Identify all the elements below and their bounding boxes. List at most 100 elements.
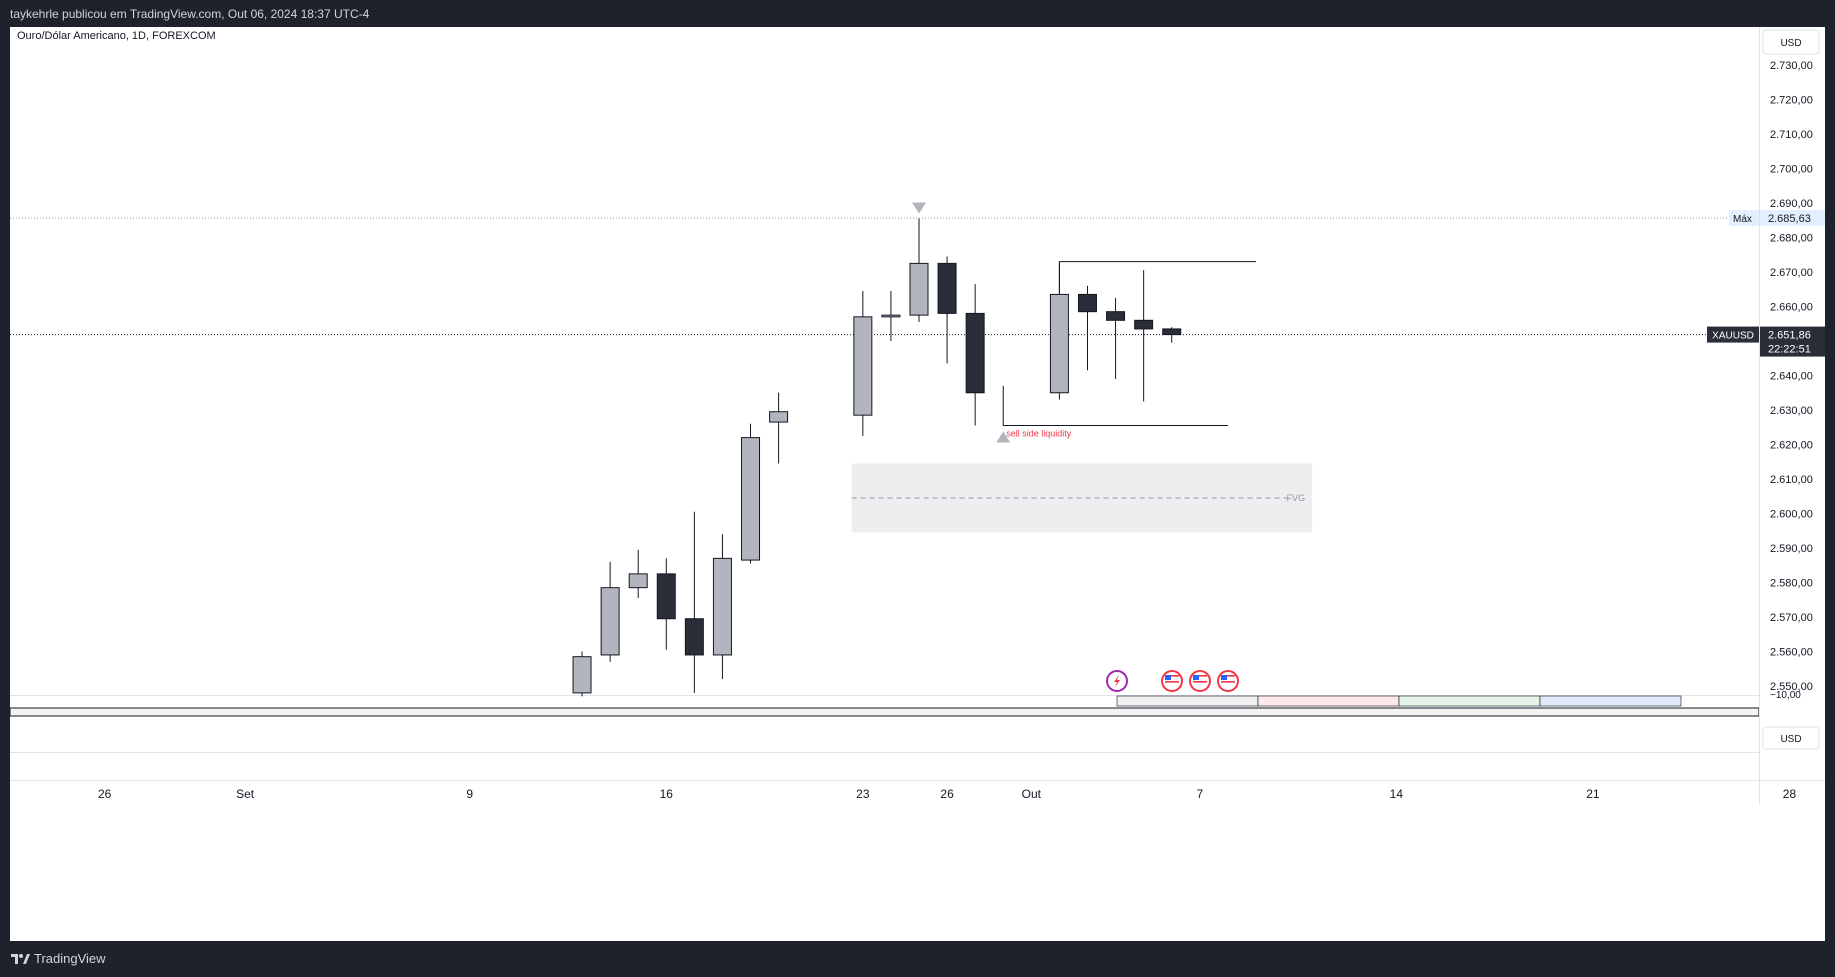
x-tick-label: 16 — [660, 787, 674, 801]
bolt-shape — [1114, 675, 1120, 687]
pane-separator[interactable] — [9, 707, 1760, 717]
symbol-tag — [1707, 326, 1759, 343]
currency-label: USD — [1780, 38, 1801, 49]
us-flag-icon[interactable] — [1217, 670, 1239, 692]
publisher-bar: taykehrle publicou em TradingView.com, O… — [0, 0, 1835, 27]
chart-frame: FVG sell side liquidity 2.550,00 2.560,00… — [9, 27, 1825, 941]
candle-body-bearish[interactable] — [1106, 311, 1126, 321]
x-tick-label: 26 — [940, 787, 954, 801]
x-tick-label: Set — [236, 787, 255, 801]
x-tick-label: 21 — [1586, 787, 1600, 801]
lower-currency-label: USD — [1780, 734, 1801, 745]
candle-body-bullish[interactable] — [712, 557, 732, 656]
candle-body-bearish[interactable] — [965, 312, 985, 394]
y-tick-label: 2.730,00 — [1770, 60, 1813, 72]
bolt-event-icon[interactable] — [1106, 670, 1128, 692]
last-price-tag — [1760, 326, 1825, 357]
flag-stripe — [1221, 678, 1235, 680]
footer-bar — [0, 941, 1835, 977]
y-tick-label: 2.690,00 — [1770, 198, 1813, 210]
y-tick-label: 2.660,00 — [1770, 302, 1813, 314]
high-marker-tag — [1729, 210, 1759, 227]
session-block[interactable] — [1539, 695, 1682, 707]
candle-body-bullish[interactable] — [628, 573, 648, 589]
candle-body-bearish[interactable] — [1077, 293, 1097, 313]
flag-stripe — [1165, 678, 1179, 680]
x-tick-label: Out — [1022, 787, 1042, 801]
y-tick-label: 2.600,00 — [1770, 509, 1813, 521]
x-tick-label: 9 — [466, 787, 473, 801]
x-tick-label: 7 — [1196, 787, 1203, 801]
flag-stripe — [1221, 684, 1235, 686]
y-tick-label: 2.620,00 — [1770, 440, 1813, 452]
sell-side-liquidity-line[interactable] — [1002, 385, 1228, 427]
candle-body-bullish[interactable] — [741, 437, 761, 561]
flag-stripe — [1193, 684, 1207, 686]
publisher-line: taykehrle publicou em TradingView.com, O… — [10, 7, 370, 21]
candle-body-bullish[interactable] — [572, 656, 592, 694]
session-block[interactable] — [1116, 695, 1259, 707]
lower-currency-button[interactable] — [1762, 726, 1820, 750]
x-tick-label: 26 — [98, 787, 112, 801]
y-tick-label: 2.640,00 — [1770, 371, 1813, 383]
sell-side-liquidity-label: sell side liquidity — [1006, 429, 1072, 439]
session-block[interactable] — [1257, 695, 1400, 707]
candle-body-bearish[interactable] — [937, 262, 957, 314]
flag-stripe — [1165, 684, 1179, 686]
y-tick-label: 2.590,00 — [1770, 543, 1813, 555]
symbol-tag-label: XAUUSD — [1712, 331, 1754, 342]
flag-stripe — [1221, 675, 1235, 677]
brand[interactable]: TradingView — [10, 951, 106, 966]
flag-stripe — [1193, 675, 1207, 677]
y-tick-label: 2.710,00 — [1770, 129, 1813, 141]
high-marker-tag-label: Máx — [1733, 214, 1752, 225]
currency-button[interactable] — [1762, 29, 1820, 55]
candle-body-bullish[interactable] — [1049, 293, 1069, 394]
flag-canton — [1193, 675, 1199, 680]
x-tick-label: 23 — [856, 787, 870, 801]
flag-canton — [1221, 675, 1227, 680]
last-price-value: 2.651,86 — [1768, 330, 1811, 342]
candle-body-bearish[interactable] — [656, 573, 676, 620]
candle-body-bullish[interactable] — [600, 587, 620, 656]
flag-stripe — [1165, 681, 1179, 683]
pivot-marker-up — [996, 431, 1011, 443]
candle-body-bullish[interactable] — [853, 316, 873, 416]
candle-body-bearish[interactable] — [684, 618, 704, 656]
pivot-marker-down — [912, 202, 926, 214]
y-tick-label: 2.630,00 — [1770, 405, 1813, 417]
y-tick-label: 2.550,00 — [1770, 681, 1813, 693]
y-tick-label: 2.610,00 — [1770, 474, 1813, 486]
x-tick-label: 28 — [1783, 787, 1797, 801]
flag-stripe — [1193, 678, 1207, 680]
y-tick-label: 2.680,00 — [1770, 233, 1813, 245]
candle-body-bullish[interactable] — [909, 262, 929, 316]
lower-pane-tick-label: −10,00 — [1770, 690, 1801, 701]
session-block[interactable] — [1398, 695, 1541, 707]
y-tick-label: 2.560,00 — [1770, 647, 1813, 659]
x-tick-label: 14 — [1390, 787, 1404, 801]
chart-title: Ouro/Dólar Americano, 1D, FOREXCOM — [17, 30, 216, 42]
candle-body-bearish[interactable] — [1162, 328, 1182, 336]
y-tick-label: 2.720,00 — [1770, 95, 1813, 107]
tradingview-logo-icon — [11, 953, 30, 964]
flag-stripe — [1165, 675, 1179, 677]
y-tick-label: 2.670,00 — [1770, 267, 1813, 279]
fvg-label: FVG — [1287, 493, 1306, 503]
flag-stripe — [1221, 681, 1235, 683]
high-marker-value-tag — [1760, 210, 1825, 227]
high-marker-value: 2.685,63 — [1768, 213, 1811, 225]
brand-text: TradingView — [34, 951, 106, 966]
y-tick-label: 2.700,00 — [1770, 164, 1813, 176]
flag-canton — [1165, 675, 1171, 680]
us-flag-icon[interactable] — [1161, 670, 1183, 692]
candle-body-bullish[interactable] — [881, 314, 901, 318]
candle-body-bullish[interactable] — [769, 411, 789, 423]
candle-body-bearish[interactable] — [1134, 319, 1154, 330]
us-flag-icon[interactable] — [1189, 670, 1211, 692]
flag-stripe — [1193, 681, 1207, 683]
y-tick-label: 2.570,00 — [1770, 612, 1813, 624]
chart-svg[interactable]: FVG sell side liquidity 2.550,00 2.560,00… — [9, 27, 1825, 941]
y-tick-label: 2.580,00 — [1770, 578, 1813, 590]
countdown-value: 22:22:51 — [1768, 344, 1811, 356]
